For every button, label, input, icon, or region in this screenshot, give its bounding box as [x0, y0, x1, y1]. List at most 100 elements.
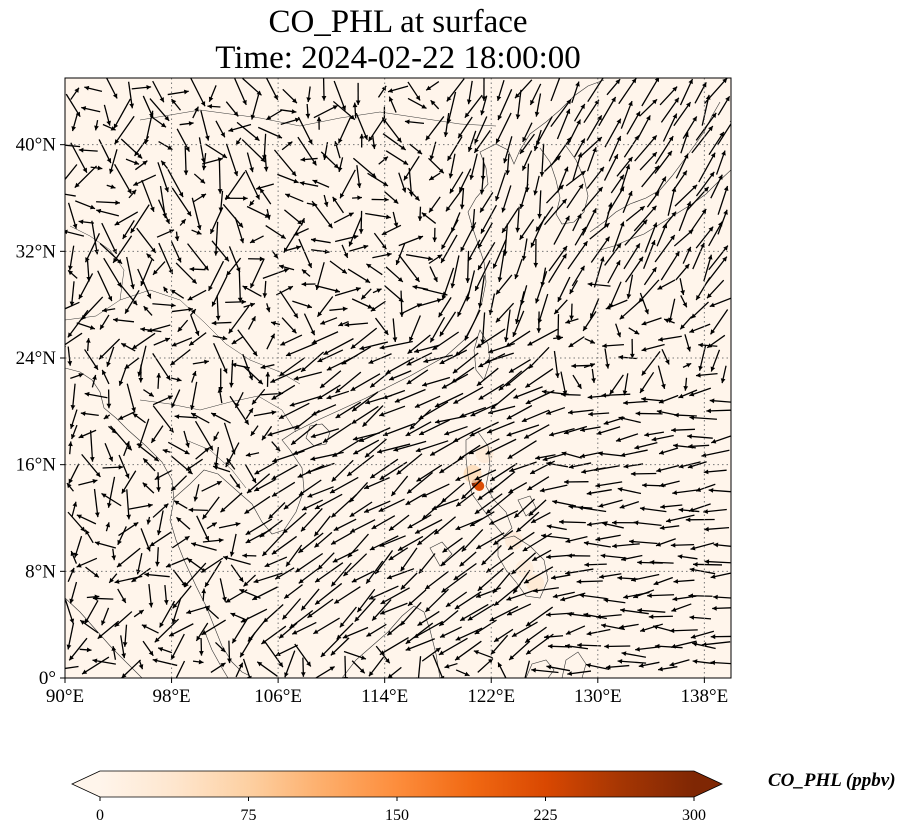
wind-arrow: [91, 220, 99, 255]
wind-arrow: [515, 206, 521, 233]
wind-arrow: [192, 359, 209, 365]
wind-arrow: [577, 642, 602, 648]
wind-arrow: [282, 88, 298, 104]
wind-arrow: [118, 454, 130, 479]
wind-arrow: [513, 386, 543, 399]
wind-arrow: [132, 412, 146, 424]
wind-arrow: [607, 260, 621, 284]
wind-arrow: [379, 535, 406, 547]
wind-arrow: [615, 433, 639, 442]
wind-arrow: [90, 165, 103, 171]
wind-arrow: [695, 372, 718, 378]
wind-arrow: [70, 383, 76, 410]
wind-arrow: [66, 482, 74, 492]
wind-arrow: [330, 532, 353, 545]
wind-arrow: [605, 299, 628, 310]
wind-arrow: [698, 342, 718, 348]
wind-arrow: [612, 543, 640, 549]
wind-arrow: [311, 200, 333, 229]
wind-arrow: [229, 533, 237, 557]
wind-arrow: [248, 199, 255, 207]
wind-arrow: [350, 373, 381, 392]
wind-arrow: [66, 622, 75, 650]
wind-arrow: [477, 567, 504, 592]
wind-arrow: [574, 226, 587, 246]
wind-arrow: [680, 295, 688, 308]
wind-arrow: [336, 622, 354, 640]
wind-arrow: [412, 284, 429, 291]
wind-arrow: [583, 363, 596, 369]
wind-arrow: [595, 534, 621, 542]
wind-arrow: [277, 173, 299, 184]
wind-arrow: [189, 266, 206, 272]
wind-arrow: [605, 664, 630, 670]
wind-arrow: [167, 89, 189, 96]
wind-arrow: [689, 615, 712, 620]
wind-arrow: [105, 78, 118, 99]
wind-arrow: [210, 662, 226, 673]
wind-arrow: [192, 106, 199, 119]
wind-arrow: [618, 78, 637, 105]
wind-arrow: [132, 174, 157, 187]
wind-arrow: [175, 660, 186, 678]
wind-arrow: [546, 664, 571, 672]
wind-arrow: [301, 499, 324, 511]
wind-arrow: [97, 620, 120, 640]
wind-arrow: [679, 78, 694, 106]
wind-arrow: [533, 129, 542, 152]
wind-arrow: [572, 152, 583, 181]
wind-arrow: [156, 510, 164, 536]
wind-arrow: [70, 142, 88, 174]
wind-arrow: [476, 367, 499, 387]
wind-arrow: [212, 335, 228, 341]
wind-arrow: [455, 468, 482, 482]
x-tick-label: 130°E: [574, 686, 622, 707]
wind-arrow: [485, 491, 513, 515]
wind-arrow: [114, 211, 139, 226]
wind-arrow: [333, 212, 354, 224]
wind-arrow: [195, 622, 209, 642]
wind-arrow: [432, 227, 438, 243]
wind-arrow: [284, 209, 303, 226]
wind-arrow: [695, 171, 715, 197]
wind-arrow: [416, 464, 443, 482]
wind-arrow: [703, 469, 727, 475]
wind-arrow: [222, 555, 251, 566]
wind-arrow: [313, 617, 340, 635]
wind-arrow: [78, 219, 94, 225]
wind-arrow: [553, 215, 570, 245]
wind-arrow: [659, 480, 680, 488]
wind-arrow: [111, 548, 117, 561]
colorbar-tick-label: 300: [682, 807, 706, 824]
wind-arrow: [240, 608, 268, 623]
wind-arrow: [534, 93, 542, 117]
wind-arrow: [579, 451, 602, 459]
wind-arrow: [149, 115, 167, 128]
wind-arrow: [330, 493, 357, 518]
wind-arrow: [371, 599, 392, 622]
wind-arrow: [448, 153, 456, 179]
wind-arrow: [571, 265, 586, 287]
wind-arrow: [170, 455, 194, 475]
gridlines: [64, 78, 731, 679]
wind-arrow: [208, 85, 217, 102]
wind-arrow: [598, 96, 617, 127]
wind-arrow: [125, 158, 140, 165]
wind-arrow: [675, 153, 689, 179]
wind-arrow: [290, 423, 318, 446]
wind-arrow: [531, 667, 559, 674]
wind-arrow: [119, 284, 138, 306]
wind-arrow: [623, 400, 648, 406]
wind-arrow: [506, 603, 532, 616]
wind-arrow: [521, 150, 533, 171]
wind-arrow: [619, 623, 639, 630]
wind-arrow: [692, 659, 713, 665]
wind-arrow: [349, 501, 373, 518]
wind-arrow: [137, 268, 152, 299]
wind-arrow: [338, 320, 349, 327]
wind-arrow: [388, 96, 397, 113]
wind-arrow: [541, 533, 570, 540]
wind-arrow: [121, 470, 137, 494]
wind-arrow: [455, 627, 483, 641]
wind-arrow: [567, 553, 591, 559]
